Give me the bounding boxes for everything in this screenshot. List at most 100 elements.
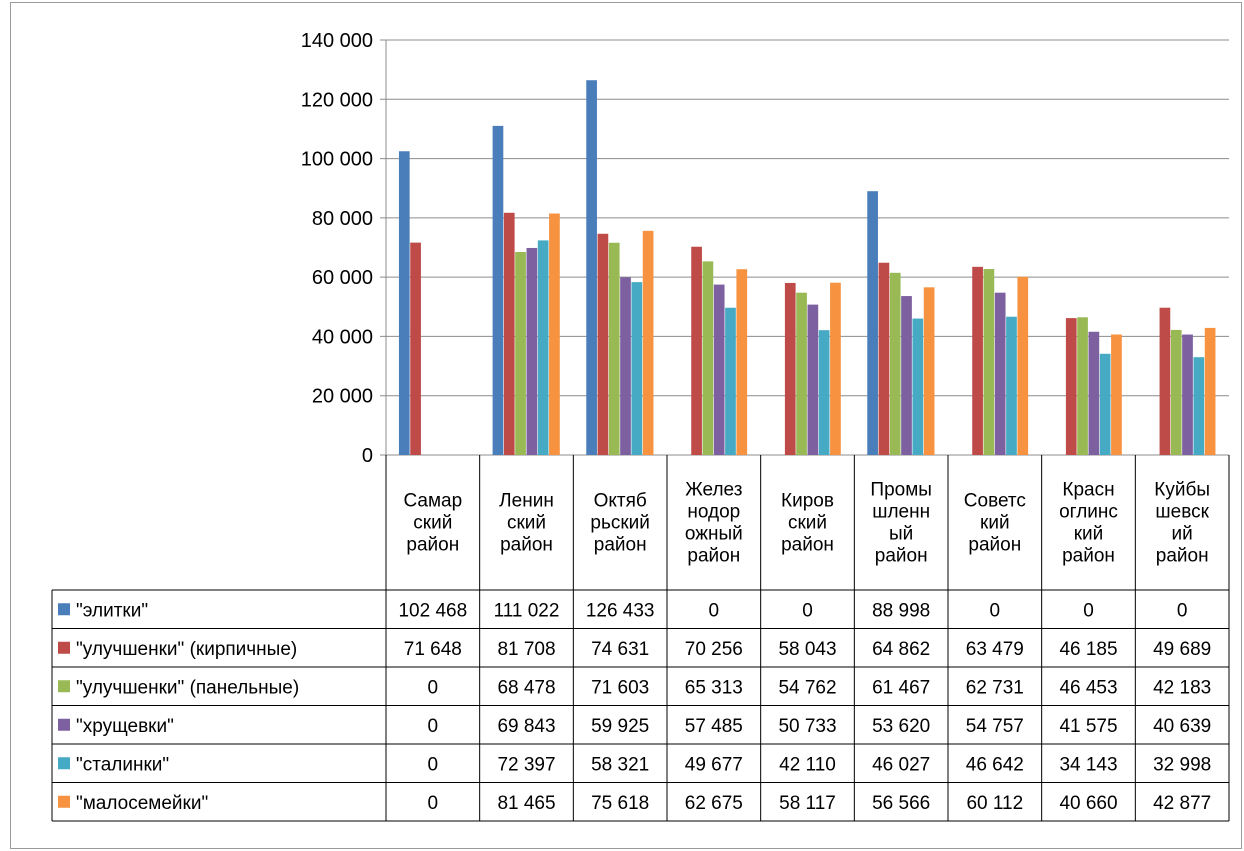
- table-cell: 0: [428, 754, 439, 775]
- table-cell: 40 660: [1059, 793, 1117, 814]
- table-cell: 53 620: [872, 716, 930, 737]
- category-label: Красн: [1062, 480, 1114, 501]
- table-cell: 70 256: [685, 639, 743, 660]
- bar: [736, 269, 748, 455]
- table-cell: 49 689: [1153, 639, 1211, 660]
- bar: [912, 318, 924, 455]
- category-label: шленн: [872, 502, 930, 523]
- bar: [807, 304, 819, 455]
- category-label: кий: [980, 513, 1010, 534]
- category-label: район: [406, 535, 459, 556]
- y-tick-label: 120 000: [301, 89, 373, 111]
- bar: [1193, 357, 1205, 455]
- bar: [923, 287, 935, 455]
- bar: [1182, 334, 1193, 455]
- table-cell: 63 479: [966, 639, 1024, 660]
- table-cell: 46 027: [872, 754, 930, 775]
- bar: [515, 252, 526, 455]
- bar: [631, 282, 643, 455]
- bar: [1017, 276, 1029, 455]
- legend-key: [58, 641, 70, 654]
- category-label: кий: [1074, 524, 1104, 545]
- category-label: Желез: [685, 480, 742, 501]
- bar: [1170, 329, 1182, 455]
- category-label: Самар: [403, 491, 462, 512]
- table-cell: 111 022: [494, 600, 560, 621]
- table-cell: 60 112: [966, 793, 1023, 814]
- bar: [784, 282, 796, 455]
- table-cell: 58 321: [591, 754, 649, 775]
- bar: [702, 261, 714, 455]
- table-cell: 0: [428, 716, 439, 737]
- table-cell: 72 397: [497, 754, 555, 775]
- table-cell: 61 467: [872, 677, 930, 698]
- table-cell: 64 862: [872, 639, 930, 660]
- category-label: район: [781, 535, 834, 556]
- bar: [398, 151, 410, 456]
- chart-frame: [10, 2, 1242, 849]
- table-cell: 54 757: [966, 716, 1024, 737]
- bar: [1077, 317, 1088, 455]
- category-label: шевск: [1155, 502, 1209, 523]
- category-label: ский: [788, 513, 827, 534]
- table-cell: 54 762: [778, 677, 836, 698]
- category-label: ский: [507, 513, 546, 534]
- table-cell: 50 733: [778, 716, 836, 737]
- table-cell: 32 998: [1153, 754, 1211, 775]
- bar: [901, 296, 912, 455]
- category-label: Ленин: [499, 491, 554, 512]
- bar: [983, 269, 995, 455]
- table-cell: 0: [1177, 600, 1188, 621]
- table-cell: 0: [709, 600, 720, 621]
- table-cell: 102 468: [398, 600, 467, 621]
- y-tick-label: 40 000: [312, 326, 373, 348]
- bar: [1065, 318, 1077, 455]
- table-cell: 59 925: [591, 716, 649, 737]
- series-name: "улучшенки" (кирпичные): [76, 639, 297, 660]
- bar: [867, 191, 878, 455]
- bar: [410, 242, 421, 455]
- category-label: район: [594, 535, 647, 556]
- table-cell: 71 603: [591, 677, 649, 698]
- category-label: ый: [889, 524, 913, 545]
- series-name: "хрущевки": [76, 716, 174, 737]
- legend-key: [58, 718, 70, 731]
- category-label: Октяб: [594, 491, 647, 512]
- series-name: "улучшенки" (панельные): [76, 677, 299, 698]
- bar: [620, 277, 631, 455]
- table-cell: 0: [1083, 600, 1094, 621]
- table-cell: 40 639: [1153, 716, 1211, 737]
- table-cell: 41 575: [1059, 716, 1117, 737]
- category-label: Советс: [964, 491, 1026, 512]
- table-cell: 0: [428, 677, 439, 698]
- table-cell: 57 485: [685, 716, 743, 737]
- series-name: "малосемейки": [76, 793, 208, 814]
- bar: [526, 247, 538, 455]
- table-cell: 58 043: [778, 639, 836, 660]
- y-tick-label: 140 000: [301, 30, 373, 52]
- category-label: район: [1062, 546, 1115, 567]
- bar: [713, 284, 725, 455]
- bar: [597, 233, 609, 455]
- category-label: Промы: [870, 480, 932, 501]
- y-tick-label: 0: [362, 445, 373, 467]
- table-cell: 126 433: [586, 600, 655, 621]
- bar: [586, 80, 597, 455]
- category-label: район: [875, 546, 928, 567]
- series-name: "элитки": [76, 600, 148, 621]
- table-cell: 0: [428, 793, 439, 814]
- category-label: ожный: [685, 524, 743, 545]
- bar: [1111, 334, 1122, 455]
- bar: [1204, 327, 1216, 455]
- table-cell: 81 708: [497, 639, 555, 660]
- table-cell: 46 642: [966, 754, 1024, 775]
- bar: [642, 230, 654, 455]
- category-label: район: [500, 535, 553, 556]
- table-cell: 34 143: [1059, 754, 1117, 775]
- bar: [1088, 331, 1100, 455]
- table-cell: 81 465: [497, 793, 555, 814]
- table-cell: 46 185: [1059, 639, 1117, 660]
- table-cell: 65 313: [685, 677, 743, 698]
- category-label: ский: [413, 513, 452, 534]
